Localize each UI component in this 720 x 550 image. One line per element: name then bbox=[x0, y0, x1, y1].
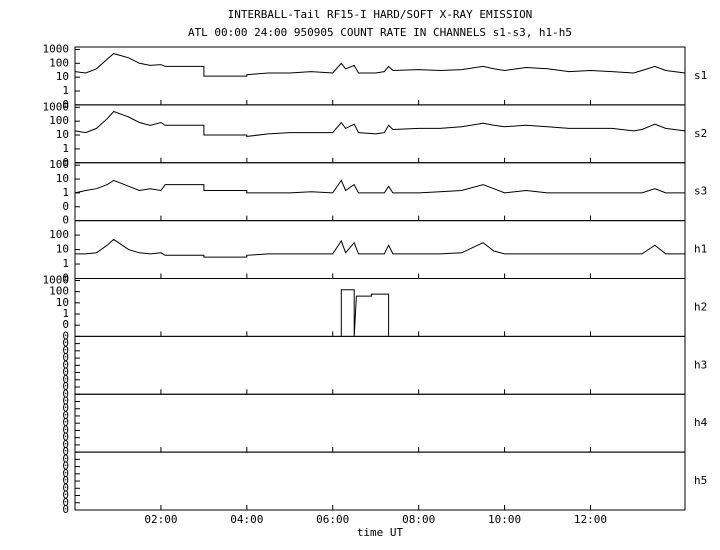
y-tick-label: 0 bbox=[62, 402, 69, 415]
panel-label: h1 bbox=[694, 243, 707, 256]
panel-label: s2 bbox=[694, 127, 707, 140]
y-tick-label: 0 bbox=[62, 380, 69, 393]
panel-label: h5 bbox=[694, 474, 707, 487]
y-tick-label: 1 bbox=[62, 307, 69, 320]
y-tick-label: 100 bbox=[49, 158, 69, 171]
y-tick-label: 1 bbox=[62, 84, 69, 97]
y-tick-label: 0 bbox=[62, 438, 69, 451]
y-tick-label: 0 bbox=[62, 387, 69, 400]
panel-label: h3 bbox=[694, 358, 707, 371]
y-tick-label: 0 bbox=[62, 344, 69, 357]
x-tick-label: 06:00 bbox=[316, 513, 349, 526]
y-tick-label: 1 bbox=[62, 142, 69, 155]
y-tick-label: 10 bbox=[56, 128, 69, 141]
y-tick-label: 1000 bbox=[43, 273, 70, 286]
y-tick-label: 10 bbox=[56, 70, 69, 83]
y-tick-label: 0 bbox=[62, 200, 69, 213]
y-tick-label: 0 bbox=[62, 351, 69, 364]
y-tick-label: 10 bbox=[56, 172, 69, 185]
panel-label: s1 bbox=[694, 69, 707, 82]
y-tick-label: 0 bbox=[62, 318, 69, 331]
series-line bbox=[74, 53, 686, 77]
chart-title: INTERBALL-Tail RF15-I HARD/SOFT X-RAY EM… bbox=[228, 8, 533, 21]
x-tick-label: 12:00 bbox=[574, 513, 607, 526]
series-line bbox=[340, 289, 390, 337]
y-tick-label: 0 bbox=[62, 503, 69, 516]
chart-subtitle: ATL 00:00 24:00 950905 COUNT RATE IN CHA… bbox=[188, 26, 572, 39]
y-tick-label: 100 bbox=[49, 228, 69, 241]
y-tick-label: 0 bbox=[62, 394, 69, 407]
y-tick-label: 0 bbox=[62, 431, 69, 444]
y-tick-label: 0 bbox=[62, 272, 69, 285]
y-tick-label: 0 bbox=[62, 373, 69, 386]
y-tick-label: 0 bbox=[62, 445, 69, 458]
y-tick-label: 0 bbox=[62, 358, 69, 371]
y-tick-label: 0 bbox=[62, 496, 69, 509]
y-tick-label: 0 bbox=[62, 337, 69, 350]
panel-label: h4 bbox=[694, 416, 708, 429]
y-tick-label: 1000 bbox=[43, 42, 70, 55]
y-tick-label: 0 bbox=[62, 416, 69, 429]
y-tick-label: 0 bbox=[62, 423, 69, 436]
x-tick-label: 02:00 bbox=[144, 513, 177, 526]
y-tick-label: 0 bbox=[62, 460, 69, 473]
y-tick-label: 100 bbox=[49, 56, 69, 69]
y-tick-label: 0 bbox=[62, 467, 69, 480]
y-tick-label: 0 bbox=[62, 98, 69, 111]
y-tick-label: 0 bbox=[62, 214, 69, 227]
y-tick-label: 0 bbox=[62, 489, 69, 502]
y-tick-label: 100 bbox=[49, 114, 69, 127]
y-tick-label: 100 bbox=[49, 285, 69, 298]
series-line bbox=[74, 110, 686, 137]
x-tick-label: 08:00 bbox=[402, 513, 435, 526]
y-tick-label: 1000 bbox=[43, 100, 70, 113]
y-tick-label: 10 bbox=[56, 243, 69, 256]
panel-label: h2 bbox=[694, 300, 707, 313]
series-line bbox=[75, 238, 685, 258]
y-tick-label: 0 bbox=[62, 452, 69, 465]
y-tick-label: 1 bbox=[62, 257, 69, 270]
series-line bbox=[74, 179, 685, 194]
y-tick-label: 0 bbox=[62, 409, 69, 422]
x-tick-label: 04:00 bbox=[230, 513, 263, 526]
x-tick-label: 10:00 bbox=[488, 513, 521, 526]
y-tick-label: 0 bbox=[62, 481, 69, 494]
y-tick-label: 0 bbox=[62, 366, 69, 379]
y-tick-label: 10 bbox=[56, 296, 69, 309]
y-tick-label: 0 bbox=[62, 156, 69, 169]
y-tick-label: 0 bbox=[62, 474, 69, 487]
y-tick-label: 0 bbox=[62, 329, 69, 342]
x-axis-label: time UT bbox=[357, 526, 404, 539]
panel-label: s3 bbox=[694, 185, 707, 198]
y-tick-label: 1 bbox=[62, 186, 69, 199]
